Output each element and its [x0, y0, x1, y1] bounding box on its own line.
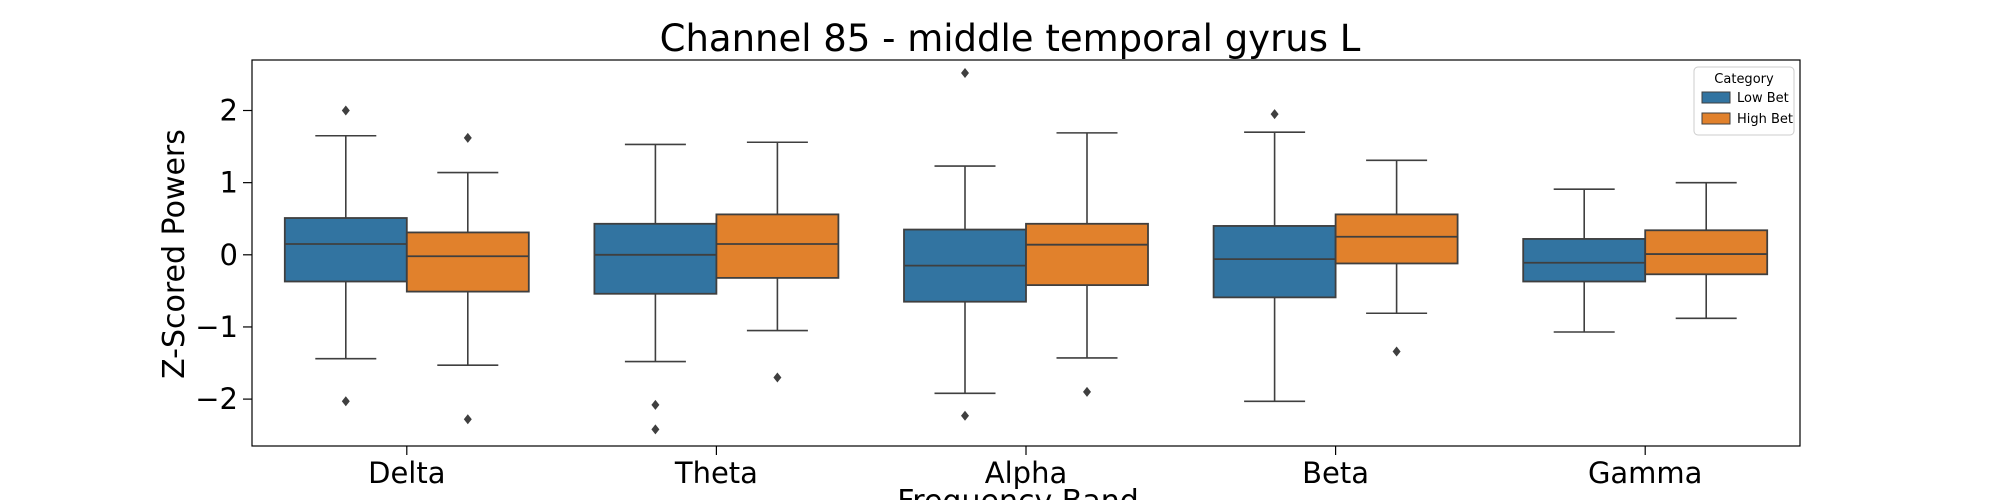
x-tick-label: Alpha — [985, 456, 1067, 490]
outlier-point — [961, 67, 969, 78]
box-iqr — [1644, 229, 1769, 276]
outlier-point — [1083, 386, 1091, 397]
legend-title: Category — [1714, 72, 1774, 87]
axis-ticks: −2 −1 0 1 2 Delta Theta Alpha Beta Gamma — [195, 94, 1702, 490]
box-iqr — [593, 222, 718, 295]
outlier-point — [341, 396, 350, 407]
box-iqr — [1334, 213, 1459, 265]
outlier-point — [341, 105, 350, 116]
box-series — [283, 67, 1769, 435]
box-iqr — [283, 217, 408, 283]
y-tick-label: 2 — [220, 94, 238, 128]
outlier-point — [463, 132, 472, 143]
box-iqr — [1212, 225, 1337, 299]
legend-entry-label: High Bet — [1737, 112, 1793, 127]
y-tick-label: −2 — [195, 382, 238, 416]
legend-swatch — [1701, 91, 1731, 104]
x-axis-label: Frequency Band — [897, 484, 1139, 500]
plot-frame — [251, 59, 1801, 447]
box-iqr — [1025, 222, 1149, 287]
y-tick-label: 0 — [220, 238, 238, 272]
legend: Category Low Bet High Bet — [1693, 66, 1795, 136]
y-tick-label: 1 — [220, 166, 238, 200]
outlier-point — [651, 424, 660, 435]
y-axis-label: Z-Scored Powers — [157, 129, 192, 379]
box-iqr — [1522, 238, 1647, 283]
x-tick-label: Gamma — [1588, 456, 1703, 490]
box-iqr — [715, 213, 840, 279]
legend-entry-label: Low Bet — [1737, 91, 1789, 106]
outlier-point — [651, 399, 660, 410]
x-tick-label: Delta — [368, 456, 445, 490]
outlier-point — [961, 410, 969, 421]
legend-swatch — [1701, 112, 1731, 125]
outlier-point — [463, 414, 472, 425]
x-tick-label: Theta — [674, 456, 758, 490]
y-tick-label: −1 — [195, 310, 238, 344]
x-tick-label: Beta — [1302, 456, 1369, 490]
outlier-point — [773, 372, 782, 383]
outlier-point — [1270, 109, 1279, 120]
box-iqr — [405, 231, 530, 293]
outlier-point — [1392, 346, 1401, 357]
chart-title: Channel 85 - middle temporal gyrus L — [660, 17, 1361, 60]
